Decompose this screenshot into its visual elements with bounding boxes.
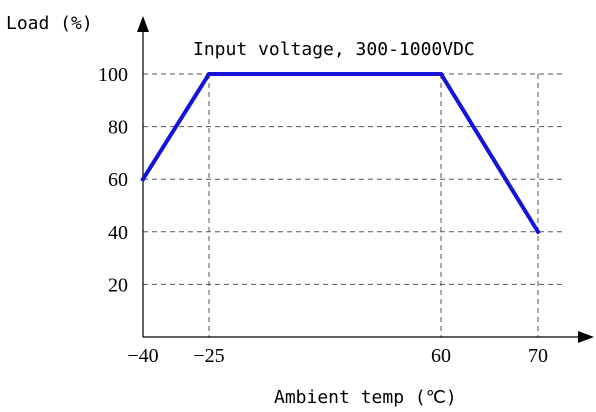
x-axis-label: Ambient temp (℃) xyxy=(274,387,457,408)
data-point xyxy=(439,72,443,76)
x-axis-arrow xyxy=(578,331,594,343)
y-tick-label: 100 xyxy=(98,64,128,86)
series-layer xyxy=(140,72,541,235)
data-point xyxy=(207,72,211,76)
tick-labels: 20 40 60 80 100 −40 −25 60 70 xyxy=(98,64,548,367)
x-tick-label: 60 xyxy=(431,345,451,367)
y-tick-label: 40 xyxy=(108,222,128,244)
x-tick-label: 70 xyxy=(528,345,548,367)
data-point xyxy=(536,229,540,234)
y-tick-label: 80 xyxy=(108,117,128,139)
series-line xyxy=(140,72,541,235)
y-tick-label: 60 xyxy=(108,169,128,191)
x-tick-label: −25 xyxy=(193,345,224,367)
y-axis-label: Load (%) xyxy=(6,13,93,34)
y-axis-arrow xyxy=(137,16,149,32)
y-tick-label: 20 xyxy=(108,274,128,296)
gridlines xyxy=(143,73,566,337)
chart-title: Input voltage, 300-1000VDC xyxy=(193,39,475,60)
x-tick-label: −40 xyxy=(127,345,158,367)
data-point xyxy=(141,177,145,182)
